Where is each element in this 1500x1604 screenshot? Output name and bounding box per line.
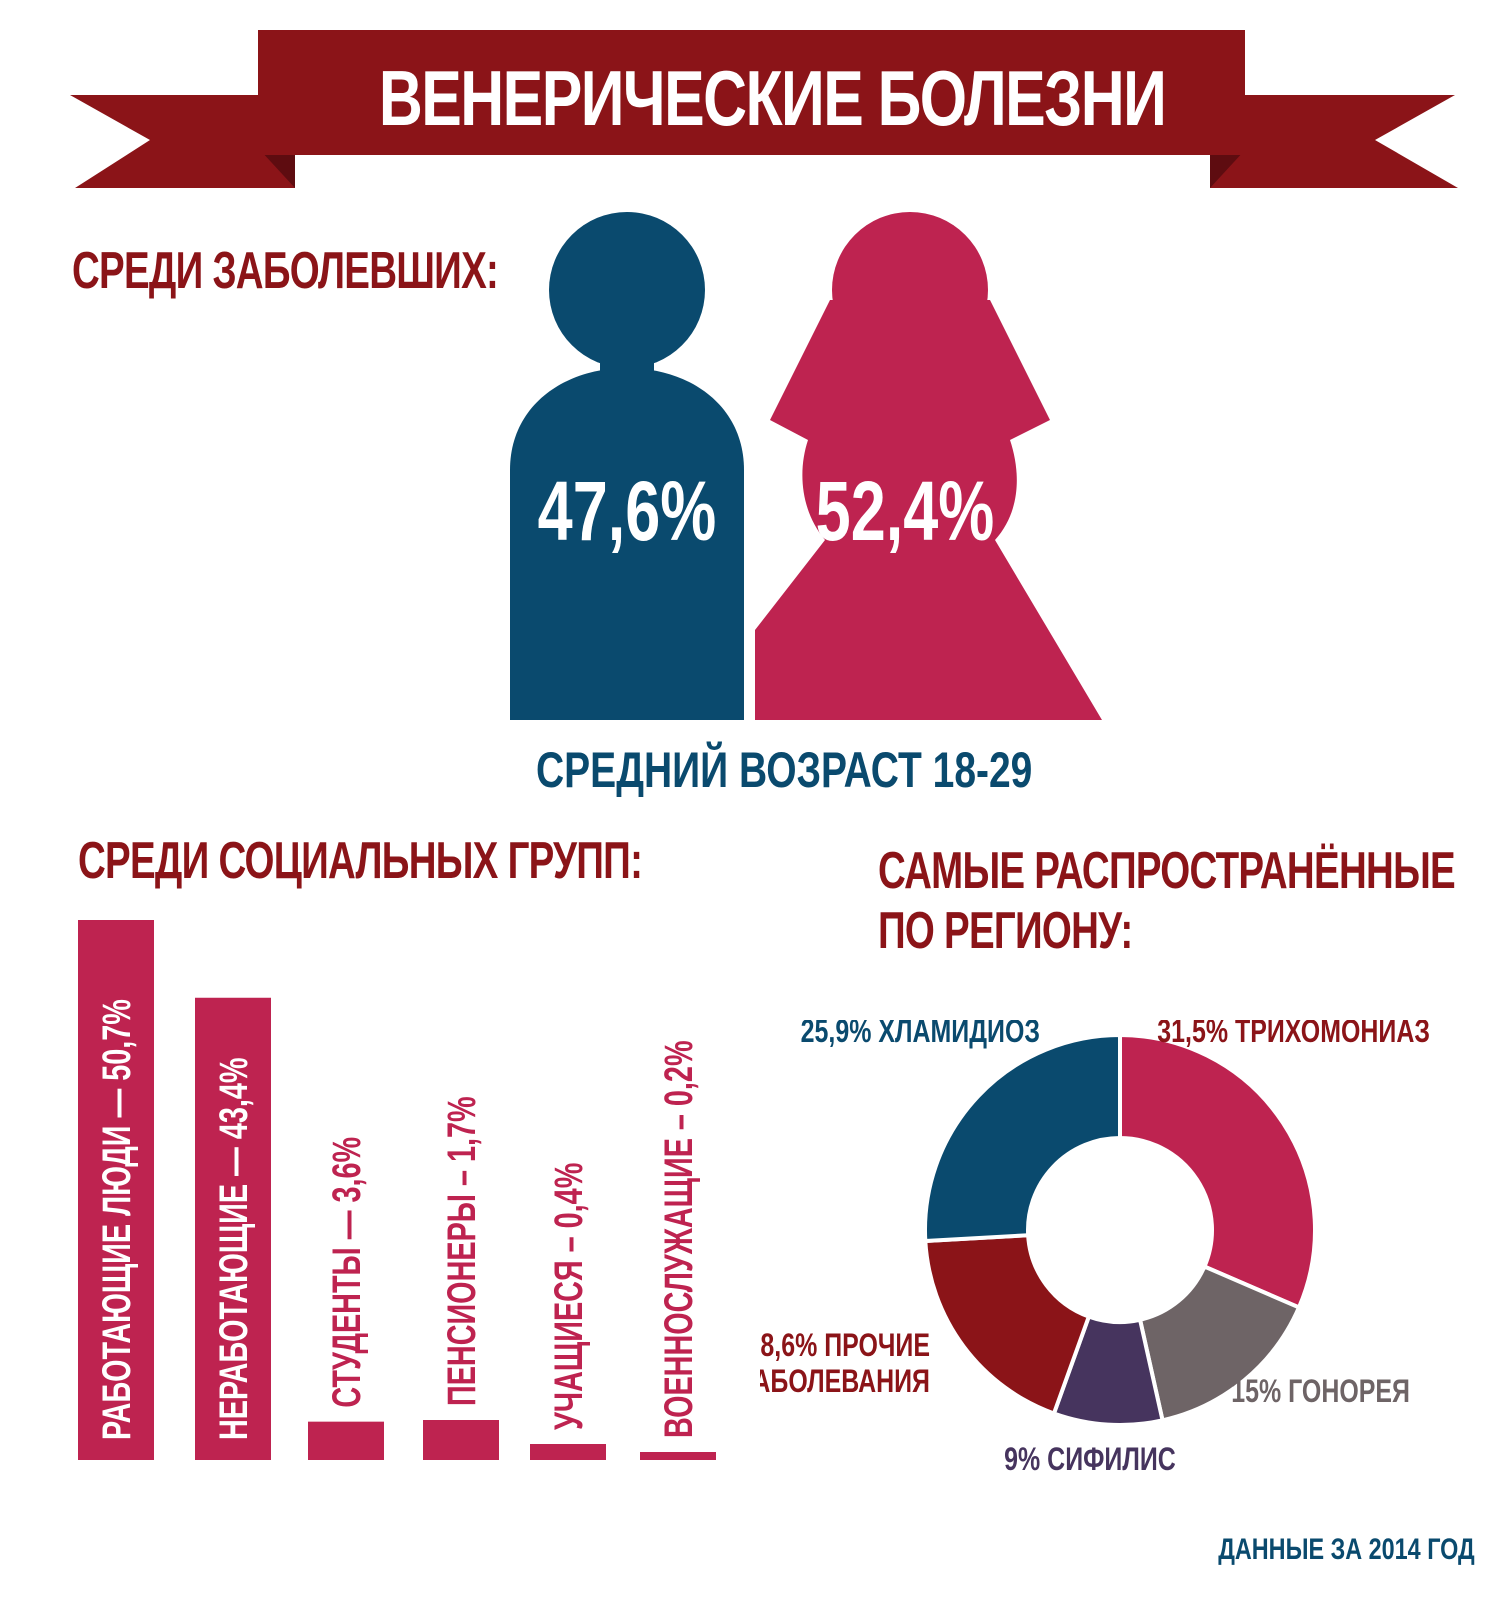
svg-text:9% СИФИЛИС: 9% СИФИЛИС — [1004, 1442, 1176, 1478]
donut-slice-0 — [1118, 1032, 1317, 1311]
bar-3 — [423, 1420, 499, 1460]
male-body — [510, 368, 744, 720]
svg-text:18,6% ПРОЧИЕ: 18,6% ПРОЧИЕ — [760, 1328, 930, 1364]
social-heading: СРЕДИ СОЦИАЛЬНЫХ ГРУПП: — [78, 832, 643, 890]
banner-fold-left — [260, 150, 295, 188]
donut-slice-4 — [923, 1032, 1122, 1244]
title-banner — [70, 30, 1458, 188]
donut-label-2: 9% СИФИЛИС — [1004, 1442, 1176, 1478]
donut-label-0: 31,5% ТРИХОМОНИАЗ — [1157, 1020, 1430, 1050]
bar-0 — [78, 920, 154, 1460]
bar-label-2: СТУДЕНТЫ — 3,6% — [324, 1137, 369, 1408]
male-percentage: 47,6% — [538, 464, 717, 558]
female-figure — [755, 212, 1102, 720]
svg-text:25,9% ХЛАМИДИОЗ: 25,9% ХЛАМИДИОЗ — [801, 1020, 1040, 1050]
gender-figures: 47,6% 52,4% — [510, 212, 1102, 720]
donut-label-4: 25,9% ХЛАМИДИОЗ — [801, 1020, 1040, 1050]
average-age: СРЕДНИЙ ВОЗРАСТ 18-29 — [536, 742, 1033, 798]
bar-label-1: НЕРАБОТАЮЩИЕ — 43,4% — [211, 1058, 256, 1440]
donut-label-3: 18,6% ПРОЧИЕЗАБОЛЕВАНИЯ — [760, 1328, 930, 1400]
bar-label-4: УЧАЩИЕСЯ – 0,4% — [546, 1163, 591, 1430]
svg-text:ЗАБОЛЕВАНИЯ: ЗАБОЛЕВАНИЯ — [760, 1364, 930, 1400]
banner-right-tail — [1210, 95, 1458, 188]
region-heading-line2: ПО РЕГИОНУ: — [878, 902, 1133, 960]
bar-label-3: ПЕНСИОНЕРЫ – 1,7% — [439, 1096, 484, 1406]
donut-slice-1 — [1137, 1263, 1302, 1423]
male-head — [549, 212, 705, 368]
bar-4 — [530, 1444, 606, 1460]
data-source-note: ДАННЫЕ ЗА 2014 ГОД — [1218, 1533, 1475, 1566]
female-percentage: 52,4% — [816, 464, 995, 558]
region-donut-chart: 31,5% ТРИХОМОНИАЗ 15% ГОНОРЕЯ 9% СИФИЛИС 18… — [760, 1020, 1430, 1478]
male-figure — [510, 212, 744, 720]
donut-label-1: 15% ГОНОРЕЯ — [1231, 1374, 1410, 1410]
donut-slice-3 — [923, 1233, 1092, 1417]
female-body — [755, 300, 1102, 720]
bar-1 — [195, 997, 271, 1460]
bar-5 — [640, 1452, 716, 1460]
bar-label-5: ВОЕННОСЛУЖАЩИЕ – 0,2% — [656, 1040, 701, 1438]
banner-main — [258, 30, 1245, 155]
social-bar-chart: РАБОТАЮЩИЕ ЛЮДИ — 50,7% НЕРАБОТАЮЩИЕ — 43… — [78, 920, 716, 1460]
bar-label-0: РАБОТАЮЩИЕ ЛЮДИ — 50,7% — [94, 999, 139, 1440]
svg-text:31,5% ТРИХОМОНИАЗ: 31,5% ТРИХОМОНИАЗ — [1157, 1020, 1430, 1050]
banner-left-tail — [70, 95, 295, 188]
banner-fold-right — [1210, 150, 1245, 188]
svg-text:15% ГОНОРЕЯ: 15% ГОНОРЕЯ — [1231, 1374, 1410, 1410]
page-title: ВЕНЕРИЧЕСКИЕ БОЛЕЗНИ — [378, 54, 1167, 142]
gender-heading: СРЕДИ ЗАБОЛЕВШИХ: — [72, 242, 499, 300]
region-heading-line1: САМЫЕ РАСПРОСТРАНЁННЫЕ — [878, 842, 1456, 900]
bar-2 — [308, 1421, 384, 1460]
male-neck — [600, 340, 654, 380]
